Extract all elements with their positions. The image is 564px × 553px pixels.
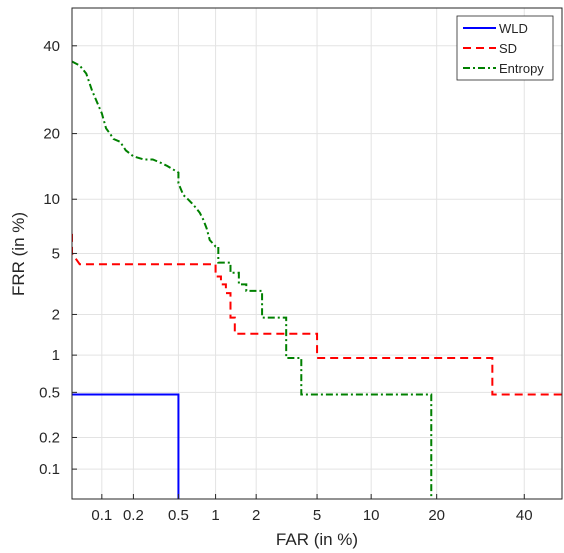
legend-label-entropy: Entropy — [499, 61, 544, 76]
y-axis-label: FRR (in %) — [9, 212, 28, 296]
y-tick-label: 40 — [43, 38, 60, 55]
y-tick-label: 2 — [52, 306, 60, 323]
x-tick-label: 40 — [516, 507, 533, 524]
legend-box — [456, 15, 554, 81]
series-line-entropy — [72, 60, 433, 499]
y-tick-label: 10 — [43, 191, 60, 208]
y-tick-labels: 0.1 0.2 0.5 1 2 5 10 20 40 — [39, 38, 77, 478]
x-tick-label: 0.1 — [91, 507, 112, 524]
x-tick-label: 0.5 — [168, 507, 189, 524]
series-line-sd — [72, 233, 562, 396]
grid-lines — [72, 8, 562, 499]
y-tick-label: 0.5 — [39, 384, 60, 401]
x-axis-label: FAR (in %) — [276, 530, 358, 549]
x-tick-label: 20 — [428, 507, 445, 524]
x-tick-label: 0.2 — [123, 507, 144, 524]
x-tick-label: 1 — [211, 507, 219, 524]
y-tick-label: 0.2 — [39, 429, 60, 446]
data-series — [72, 60, 562, 499]
x-tick-label: 5 — [313, 507, 321, 524]
y-tick-label: 5 — [52, 245, 60, 262]
x-tick-label: 2 — [252, 507, 260, 524]
y-tick-label: 20 — [43, 126, 60, 143]
legend-label-sd: SD — [499, 41, 517, 56]
x-tick-label: 10 — [363, 507, 380, 524]
x-tick-labels: 0.1 0.2 0.5 1 2 5 10 20 40 — [91, 494, 533, 524]
legend: WLD SD Entropy — [456, 15, 554, 81]
series-line-wld — [72, 393, 180, 499]
y-tick-label: 0.1 — [39, 461, 60, 478]
legend-label-wld: WLD — [499, 21, 528, 36]
y-tick-label: 1 — [52, 347, 60, 364]
